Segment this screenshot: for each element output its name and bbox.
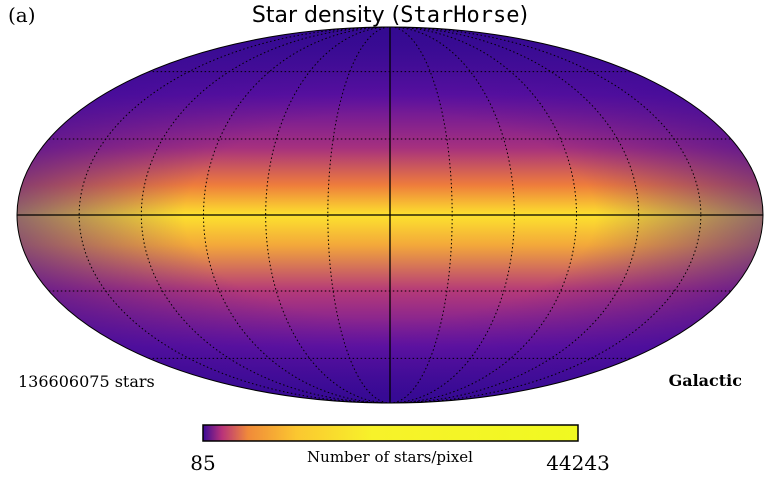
sky-map	[16, 26, 764, 404]
title-text: )	[519, 3, 528, 28]
title-text: Star density (	[252, 3, 400, 28]
title: Star density (StarHorse)	[252, 3, 528, 28]
title-code: StarHorse	[400, 3, 519, 28]
colorbar-max: 44243	[546, 451, 610, 475]
map-border	[16, 26, 764, 404]
colorbar-label: Number of stars/pixel	[307, 448, 473, 466]
colorbar	[202, 424, 579, 442]
star-count: 136606075 stars	[18, 372, 155, 391]
coord-system: Galactic	[669, 371, 743, 390]
panel-label: (a)	[8, 3, 36, 27]
colorbar-min: 85	[190, 451, 215, 475]
